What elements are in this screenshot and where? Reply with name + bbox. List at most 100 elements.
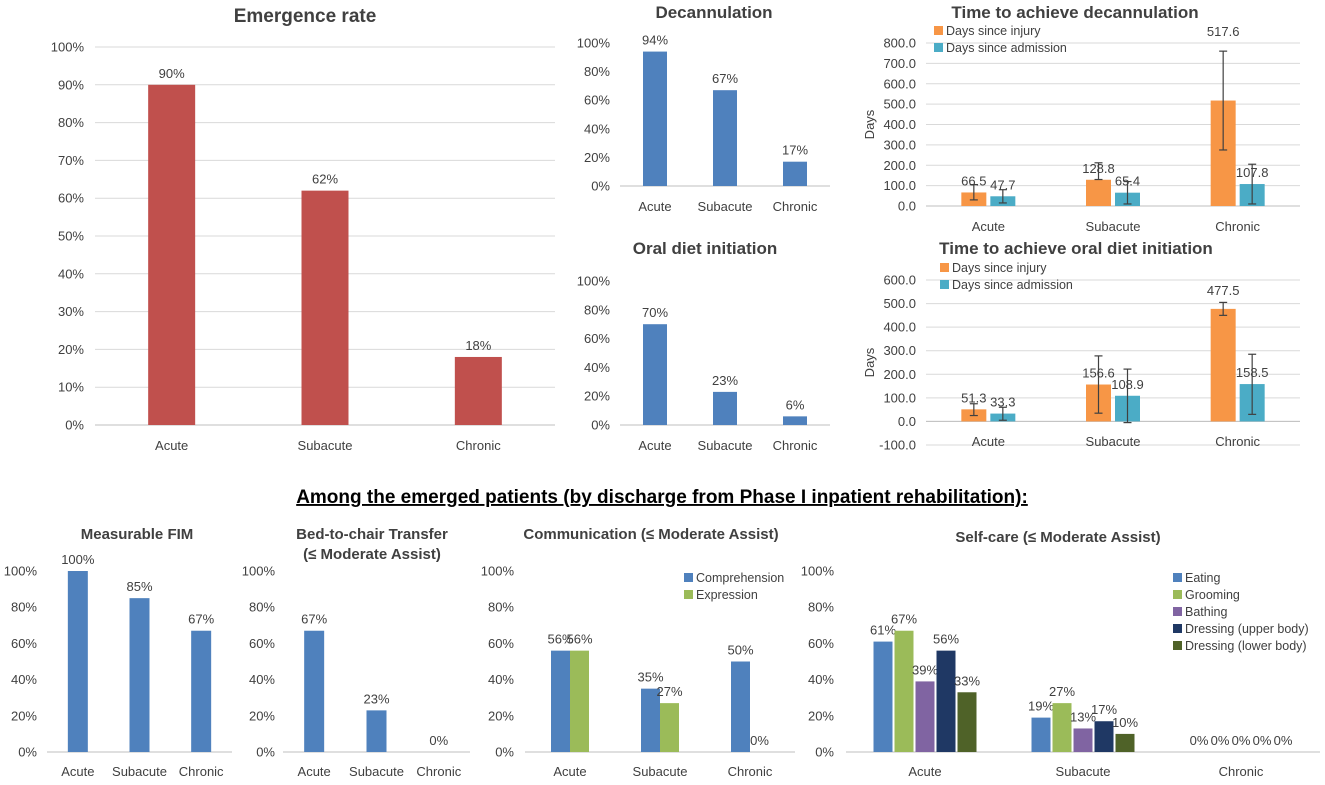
data-label: 23%: [712, 373, 738, 388]
y-tick-label: -100.0: [879, 438, 916, 453]
bar-acute-eating: [873, 641, 893, 752]
data-label: 61%: [870, 623, 896, 638]
y-tick-label: 100.0: [883, 178, 916, 193]
data-label: 0%: [750, 733, 769, 748]
bar-chronic-emergence-rate: [454, 356, 502, 425]
data-label: 13%: [1070, 709, 1096, 724]
bar-subacute-expression: [660, 703, 679, 752]
data-label: 56%: [933, 632, 959, 647]
category-label: Chronic: [1215, 434, 1260, 449]
legend-label: Bathing: [1185, 605, 1227, 619]
data-label: 27%: [1049, 684, 1075, 699]
data-label: 23%: [363, 691, 389, 706]
y-tick-label: 40%: [11, 672, 37, 687]
section-heading: Among the emerged patients (by discharge…: [296, 487, 1028, 508]
chart-title: Emergence rate: [234, 6, 377, 27]
data-label: 128.8: [1082, 161, 1115, 176]
legend-label: Days since admission: [946, 41, 1067, 55]
legend-label: Dressing (upper body): [1185, 622, 1309, 636]
bar-acute-dressing-lower-body-: [957, 692, 977, 752]
y-tick-label: 0%: [591, 418, 610, 433]
category-label: Chronic: [773, 438, 818, 453]
chart-title: Measurable FIM: [81, 526, 194, 543]
y-tick-label: 100%: [577, 274, 611, 289]
y-tick-label: 80%: [488, 600, 514, 615]
chart-emergence: Emergence rate 0% 10% 20% 30% 40% 50% 60% 70% 80%…: [51, 6, 555, 453]
y-tick-label: 40%: [808, 672, 834, 687]
chart-title-line2: (≤ Moderate Assist): [303, 546, 441, 563]
y-tick-label: 10%: [58, 380, 84, 395]
legend-swatch: [940, 263, 949, 272]
y-tick-label: 60%: [488, 636, 514, 651]
y-tick-label: 80%: [808, 600, 834, 615]
y-tick-label: 70%: [58, 153, 84, 168]
data-label: 56%: [566, 632, 592, 647]
category-label: Acute: [553, 764, 586, 779]
category-label: Chronic: [416, 764, 461, 779]
category-label: Subacute: [698, 199, 753, 214]
y-tick-label: 0%: [18, 745, 37, 760]
chart-title: Decannulation: [655, 3, 772, 22]
bar-acute-bed-to-chair-transfer: [304, 630, 325, 752]
y-tick-label: 100%: [4, 564, 38, 579]
data-label: 0%: [1274, 733, 1293, 748]
category-label: Acute: [298, 764, 331, 779]
data-label: 51.3: [961, 390, 986, 405]
y-tick-label: 20%: [584, 150, 610, 165]
y-tick-label: 60%: [584, 331, 610, 346]
y-tick-label: 60%: [11, 636, 37, 651]
bar-subacute-dressing-lower-body-: [1115, 733, 1135, 752]
data-label: 0%: [1232, 733, 1251, 748]
y-tick-label: 20%: [584, 389, 610, 404]
bar-acute-grooming: [894, 630, 914, 752]
y-tick-label: 60%: [249, 636, 275, 651]
data-label: 56%: [547, 632, 573, 647]
data-label: 94%: [642, 33, 668, 48]
y-tick-label: 0%: [495, 745, 514, 760]
category-label: Subacute: [1056, 764, 1111, 779]
y-tick-label: 20%: [11, 708, 37, 723]
bar-subacute-dressing-upper-body-: [1094, 721, 1114, 752]
chart-title: Time to achieve decannulation: [951, 3, 1198, 22]
category-label: Subacute: [698, 438, 753, 453]
category-label: Chronic: [773, 199, 818, 214]
category-label: Chronic: [728, 764, 773, 779]
y-tick-label: 0%: [256, 745, 275, 760]
category-label: Subacute: [633, 764, 688, 779]
chart-oral-diet: Oral diet initiation 0% 20% 40% 60% 80% 100% 70…: [577, 239, 830, 453]
y-tick-label: 20%: [58, 342, 84, 357]
category-label: Acute: [638, 438, 671, 453]
y-tick-label: 500.0: [883, 296, 916, 311]
bar-subacute-decannulation: [713, 90, 737, 186]
y-tick-label: 200.0: [883, 367, 916, 382]
y-tick-label: 0.0: [898, 199, 916, 214]
category-label: Subacute: [1086, 434, 1141, 449]
data-label: 65.4: [1115, 174, 1140, 189]
y-tick-label: 40%: [58, 266, 84, 281]
data-label: 6%: [786, 397, 805, 412]
data-label: 67%: [712, 71, 738, 86]
bar-acute-comprehension: [551, 650, 570, 752]
legend-swatch: [684, 590, 693, 599]
category-label: Subacute: [349, 764, 404, 779]
chart-fim: Measurable FIM 0% 20% 40% 60% 80% 100% 100% Acut…: [4, 526, 232, 779]
category-label: Subacute: [112, 764, 167, 779]
y-tick-label: 20%: [249, 708, 275, 723]
y-tick-label: 0%: [815, 745, 834, 760]
y-tick-label: 80%: [249, 600, 275, 615]
legend-label: Grooming: [1185, 588, 1240, 602]
bar-subacute-oral-diet-initiation: [713, 391, 737, 425]
y-tick-label: 60%: [584, 93, 610, 108]
legend-label: Days since admission: [952, 278, 1073, 292]
category-label: Subacute: [1086, 219, 1141, 234]
bar-subacute-emergence-rate: [301, 190, 349, 425]
data-label: 108.9: [1111, 377, 1144, 392]
y-tick-label: 80%: [11, 600, 37, 615]
chart-communication: Communication (≤ Moderate Assist) 0% 20% 40…: [481, 526, 795, 779]
bar-chronic-comprehension: [731, 661, 750, 752]
data-label: 18%: [465, 338, 491, 353]
data-label: 517.6: [1207, 24, 1240, 39]
bar-subacute-grooming: [1052, 703, 1072, 752]
chart-transfer: Bed-to-chair Transfer (≤ Moderate Assist)…: [242, 526, 470, 779]
